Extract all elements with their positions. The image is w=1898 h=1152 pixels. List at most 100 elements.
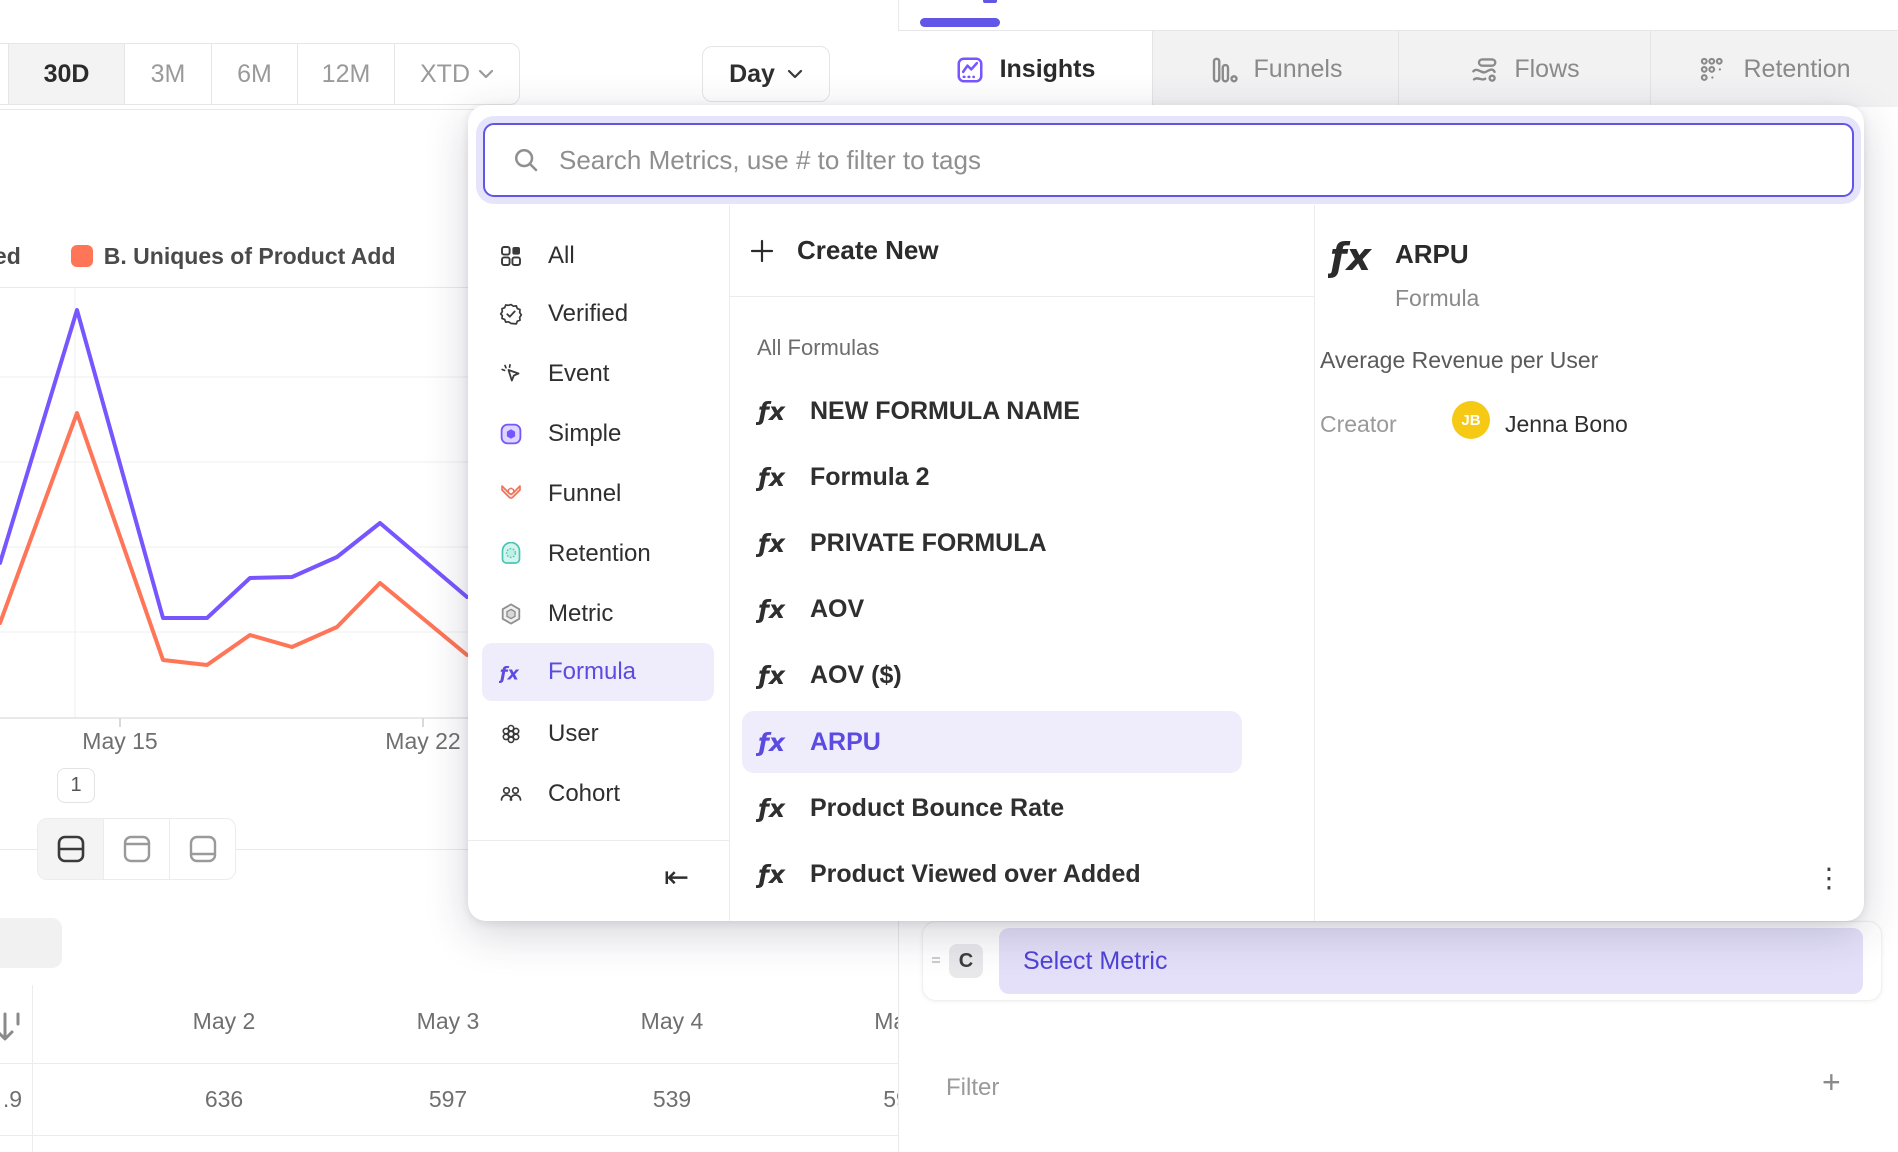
sidebar-footer-divider [468, 840, 729, 841]
detail-title: ARPU [1395, 239, 1469, 269]
svg-text:ƒx: ƒx [756, 661, 786, 690]
metric-hexagon-icon [499, 602, 523, 626]
formula-item-arpu-selected[interactable]: ƒx ARPU [742, 711, 1242, 773]
formula-item[interactable]: ƒx Product Bounce Rate [742, 777, 1242, 839]
table-cell-may5-partial: 59 [883, 1086, 898, 1112]
formula-item-label: Formula 2 [810, 462, 930, 491]
avatar-initials: JB [1461, 411, 1481, 429]
filter-section-label: Filter [946, 1074, 1000, 1101]
table-frozen-value-partial: .9 [2, 1086, 22, 1112]
create-new-label: Create New [797, 235, 939, 265]
formula-item[interactable]: ƒx Formula 2 [742, 446, 1242, 508]
table-header-may4[interactable]: May 4 [640, 1008, 704, 1034]
kebab-menu-icon[interactable]: ⋮ [1815, 863, 1843, 893]
category-cohort[interactable]: Cohort [482, 765, 714, 823]
formula-item[interactable]: ƒx NEW FORMULA NAME [742, 380, 1242, 442]
page-number-box[interactable]: 1 [57, 768, 95, 803]
formula-fx-icon-large: ƒx [1328, 235, 1373, 279]
formula-fx-icon: ƒx [756, 794, 786, 823]
time-range-6m[interactable]: 6M [211, 44, 297, 104]
svg-text:ƒx: ƒx [756, 595, 786, 624]
formula-item-label: Product Bounce Rate [810, 793, 1065, 822]
metric-builder-row: C Select Metric [922, 921, 1882, 1001]
create-new-button[interactable]: Create New [749, 235, 939, 266]
time-range-12m-label: 12M [321, 59, 371, 88]
active-tab-underline [920, 18, 1000, 27]
collapse-left-icon[interactable]: ⇤ [664, 861, 690, 894]
layout-top-button[interactable] [103, 819, 169, 879]
funnels-bars-icon [1212, 57, 1238, 82]
legend-item-b[interactable]: B. Uniques of Product Add [70, 243, 396, 270]
page-number: 1 [70, 774, 82, 796]
table-header-may2[interactable]: May 2 [192, 1008, 256, 1034]
legend-item-a[interactable]: duct Viewed [0, 243, 21, 270]
layout-split-button[interactable] [38, 819, 103, 879]
time-range-12m[interactable]: 12M [297, 44, 394, 104]
formula-fx-icon: ƒx [756, 595, 786, 624]
category-retention[interactable]: Retention [482, 525, 714, 583]
category-verified[interactable]: Verified [482, 285, 714, 343]
user-flower-icon [499, 722, 523, 746]
search-icon [511, 145, 541, 175]
tab-funnels[interactable]: Funnels [1152, 31, 1398, 108]
tab-flows[interactable]: Flows [1398, 31, 1650, 108]
time-range-3m[interactable]: 3M [124, 44, 211, 104]
table-header-may3[interactable]: May 3 [416, 1008, 480, 1034]
sort-icon[interactable] [0, 1006, 24, 1048]
retention-dots-icon [1701, 57, 1724, 81]
formula-item-label: Product Viewed over Added [810, 859, 1141, 888]
x-axis-label-may15: May 15 [82, 728, 158, 754]
category-simple-label: Simple [548, 420, 622, 447]
category-all[interactable]: All [482, 227, 714, 285]
nav-indicator-partial [983, 0, 997, 3]
category-formula[interactable]: ƒx Formula [482, 643, 714, 701]
category-event[interactable]: Event [482, 345, 714, 403]
category-funnel-label: Funnel [548, 480, 622, 507]
time-range-30d-label: 30D [43, 59, 90, 88]
formula-item[interactable]: ƒx PRIVATE FORMULA [742, 512, 1242, 574]
drag-handle-icon[interactable] [923, 953, 949, 970]
tab-flows-label: Flows [1514, 55, 1580, 83]
table-cell-may2: 636 [204, 1086, 244, 1112]
category-retention-label: Retention [548, 540, 651, 567]
legend-swatch-b [70, 244, 93, 267]
time-range-partial-segment[interactable] [0, 44, 8, 104]
category-metric[interactable]: Metric [482, 585, 714, 643]
layout-split-icon [57, 835, 84, 863]
create-new-divider [729, 296, 1314, 297]
time-range-xtd[interactable]: XTD [394, 44, 519, 104]
select-metric-button[interactable]: Select Metric [999, 928, 1863, 994]
add-filter-button[interactable]: + [1822, 1064, 1841, 1100]
view-tabbar: Insights Funnels Flows [898, 30, 1898, 108]
granularity-dropdown[interactable]: Day [702, 46, 830, 102]
metric-search-input[interactable] [559, 144, 1852, 176]
tab-insights[interactable]: Insights [898, 31, 1152, 108]
series-chip-partial[interactable] [0, 918, 62, 968]
formula-item[interactable]: ƒx AOV ($) [742, 644, 1242, 706]
series-key-letter: C [958, 949, 974, 972]
time-range-30d[interactable]: 30D [8, 44, 124, 104]
retention-circle-icon [499, 542, 523, 566]
grid-icon [499, 244, 523, 268]
formula-item[interactable]: ƒx Product Viewed over Added [742, 843, 1242, 905]
tab-retention[interactable]: Retention [1650, 31, 1898, 108]
formulas-section-label: All Formulas [757, 335, 880, 360]
granularity-label: Day [729, 59, 775, 88]
svg-text:ƒx: ƒx [756, 860, 786, 889]
detail-column-divider [1314, 205, 1315, 921]
svg-text:ƒx: ƒx [756, 728, 786, 757]
metric-search-bar [483, 123, 1854, 197]
table-header-may5-partial[interactable]: May [874, 1008, 898, 1034]
table-cell-may3: 597 [428, 1086, 468, 1112]
category-user[interactable]: User [482, 705, 714, 763]
table-frozen-divider [32, 985, 33, 1152]
formula-item-label: AOV ($) [810, 660, 902, 689]
svg-text:ƒx: ƒx [499, 664, 519, 684]
category-simple[interactable]: Simple [482, 405, 714, 463]
formula-item[interactable]: ƒx AOV [742, 578, 1242, 640]
category-funnel[interactable]: Funnel [482, 465, 714, 523]
layout-bottom-button[interactable] [169, 819, 235, 879]
formula-fx-icon: ƒx [756, 397, 786, 426]
formula-item-label: PRIVATE FORMULA [810, 528, 1047, 557]
section-divider [0, 849, 898, 850]
